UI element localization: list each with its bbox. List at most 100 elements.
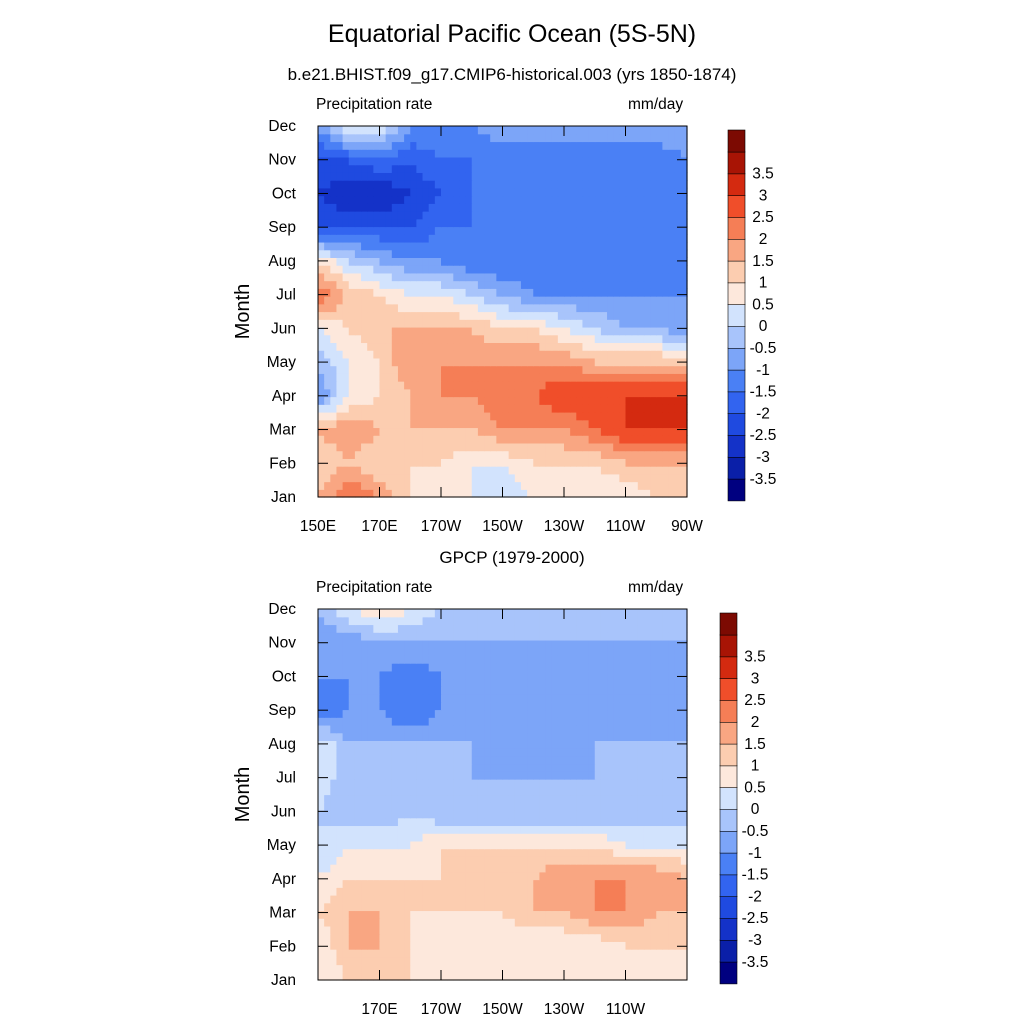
heatmap-cell xyxy=(348,894,356,904)
heatmap-cell xyxy=(453,724,461,734)
heatmap-cell xyxy=(619,149,627,158)
x-tick-label: 170W xyxy=(421,518,462,535)
heatmap-cell xyxy=(662,481,670,490)
heatmap-cell xyxy=(410,481,417,490)
heatmap-cell xyxy=(650,149,657,158)
heatmap-cell xyxy=(416,133,424,143)
heatmap-cell xyxy=(496,342,504,351)
heatmap-cell xyxy=(502,419,510,429)
heatmap-cell xyxy=(361,435,368,444)
heatmap-cell xyxy=(471,226,479,235)
heatmap-cell xyxy=(471,234,479,243)
heatmap-cell xyxy=(410,404,417,413)
heatmap-cell xyxy=(662,334,670,344)
heatmap-cell xyxy=(490,172,497,181)
heatmap-cell xyxy=(533,411,540,421)
heatmap-cell xyxy=(459,748,467,757)
heatmap-cell xyxy=(637,334,645,344)
heatmap-cell xyxy=(502,972,510,981)
heatmap-cell xyxy=(656,218,663,228)
heatmap-cell xyxy=(545,802,553,811)
heatmap-cell xyxy=(404,771,411,780)
heatmap-cell xyxy=(594,427,602,436)
heatmap-cell xyxy=(373,902,381,912)
heatmap-cell xyxy=(600,164,608,173)
heatmap-cell xyxy=(367,489,374,498)
heatmap-cell xyxy=(379,825,387,834)
heatmap-cell xyxy=(354,442,362,452)
heatmap-cell xyxy=(441,149,448,158)
colorbar-segment xyxy=(727,434,746,458)
heatmap-cell xyxy=(662,771,670,780)
heatmap-cell xyxy=(348,187,356,197)
heatmap-cell xyxy=(410,126,417,135)
heatmap-cell xyxy=(527,442,534,452)
heatmap-cell xyxy=(656,871,663,881)
heatmap-cell xyxy=(453,489,461,498)
heatmap-cell xyxy=(570,771,577,780)
heatmap-cell xyxy=(551,249,559,258)
heatmap-cell xyxy=(342,458,350,467)
heatmap-cell xyxy=(404,311,411,320)
heatmap-cell xyxy=(447,311,454,320)
heatmap-cell xyxy=(588,435,596,444)
heatmap-cell xyxy=(434,342,442,351)
heatmap-cell xyxy=(385,732,393,741)
heatmap-cell xyxy=(668,933,676,942)
heatmap-cell xyxy=(441,381,448,390)
heatmap-cell xyxy=(508,466,516,475)
heatmap-cell xyxy=(650,195,657,204)
heatmap-cell xyxy=(318,473,325,483)
heatmap-cell xyxy=(342,326,350,336)
heatmap-cell xyxy=(422,357,430,367)
heatmap-cell xyxy=(551,902,559,912)
heatmap-cell xyxy=(416,902,424,912)
heatmap-cell xyxy=(637,203,645,212)
heatmap-cell xyxy=(582,887,590,896)
heatmap-cell xyxy=(674,489,682,498)
heatmap-cell xyxy=(564,887,571,896)
heatmap-cell xyxy=(545,164,553,173)
heatmap-cell xyxy=(527,724,534,734)
heatmap-cell xyxy=(410,211,417,220)
heatmap-cell xyxy=(416,871,424,881)
heatmap-cell xyxy=(477,257,485,266)
heatmap-cell xyxy=(453,972,461,981)
heatmap-cell xyxy=(656,272,663,282)
heatmap-cell xyxy=(527,156,534,166)
heatmap-cell xyxy=(557,450,565,459)
heatmap-cell xyxy=(397,164,405,173)
heatmap-cell xyxy=(662,203,670,212)
heatmap-cell xyxy=(662,786,670,796)
heatmap-cell xyxy=(361,319,368,328)
heatmap-cell xyxy=(422,164,430,173)
heatmap-cell xyxy=(441,427,448,436)
heatmap-cell xyxy=(324,241,331,251)
heatmap-cell xyxy=(410,280,417,289)
heatmap-cell xyxy=(539,172,547,181)
heatmap-cell xyxy=(539,786,547,796)
heatmap-cell xyxy=(668,187,676,197)
heatmap-cell xyxy=(527,303,534,313)
heatmap-cell xyxy=(533,763,540,772)
heatmap-cell xyxy=(422,296,430,305)
heatmap-cell xyxy=(465,241,473,251)
heatmap-cell xyxy=(422,925,430,935)
heatmap-cell xyxy=(422,833,430,842)
heatmap-cell xyxy=(447,864,454,873)
heatmap-cell xyxy=(471,732,479,741)
heatmap-cell xyxy=(342,164,350,173)
heatmap-cell xyxy=(465,732,473,741)
heatmap-cell xyxy=(502,396,510,405)
heatmap-cell xyxy=(342,404,350,413)
heatmap-cell xyxy=(508,910,516,919)
heatmap-cell xyxy=(330,771,338,780)
heatmap-cell xyxy=(514,755,522,765)
heatmap-cell xyxy=(545,326,553,336)
heatmap-cell xyxy=(385,871,393,881)
heatmap-cell xyxy=(342,771,350,780)
heatmap-cell xyxy=(576,771,584,780)
heatmap-cell xyxy=(441,249,448,258)
heatmap-cell xyxy=(643,141,651,150)
heatmap-cell xyxy=(434,381,442,390)
